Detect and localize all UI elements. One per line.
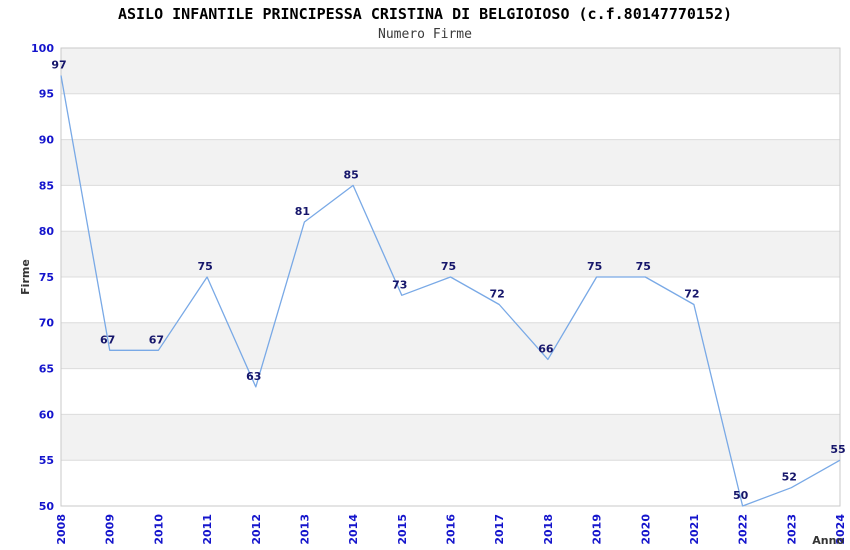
value-label: 52 [782, 471, 797, 484]
value-label: 81 [295, 205, 310, 218]
chart-subtitle: Numero Firme [378, 27, 472, 42]
x-tick-label: 2010 [152, 514, 165, 545]
value-label: 67 [149, 333, 164, 346]
series-line [60, 75, 841, 507]
plot-band [61, 48, 840, 94]
value-label: 85 [343, 168, 358, 181]
y-tick-label: 55 [39, 454, 54, 467]
value-label: 55 [830, 443, 845, 456]
plot-band [61, 414, 840, 461]
y-tick-label: 75 [39, 271, 54, 284]
value-label: 75 [197, 260, 212, 273]
x-axis-title: Anno [812, 534, 844, 547]
x-tick-label: 2008 [55, 514, 68, 545]
y-tick-label: 90 [39, 133, 55, 146]
x-tick-label: 2020 [639, 514, 652, 545]
plot-bands [61, 48, 840, 506]
x-tick-label: 2017 [493, 514, 506, 545]
value-label: 50 [733, 489, 749, 502]
y-tick-label: 50 [39, 500, 55, 513]
x-tick-label: 2014 [347, 514, 360, 545]
value-label: 75 [441, 260, 456, 273]
x-tick-label: 2016 [445, 514, 458, 545]
plot-border [60, 47, 841, 507]
value-label: 75 [636, 260, 651, 273]
series-group [60, 75, 841, 507]
value-label: 67 [100, 333, 115, 346]
value-label: 97 [51, 59, 66, 72]
y-tick-label: 80 [39, 225, 55, 238]
value-label: 66 [538, 342, 554, 355]
plot-band [61, 460, 840, 506]
plot-band [61, 185, 840, 232]
plot-band [61, 93, 840, 140]
value-label: 73 [392, 278, 407, 291]
y-axis-title: Firme [19, 259, 32, 295]
value-label: 63 [246, 370, 261, 383]
x-tick-label: 2013 [298, 514, 311, 545]
x-tick-label: 2015 [396, 514, 409, 545]
plot-band [61, 277, 840, 323]
y-tick-label: 70 [39, 317, 55, 330]
y-tick-label: 65 [39, 362, 54, 375]
value-label: 75 [587, 260, 602, 273]
plot-band [61, 231, 840, 277]
x-tick-label: 2022 [737, 514, 750, 545]
plot-band [61, 368, 840, 415]
x-tick-label: 2018 [542, 514, 555, 545]
x-tick-label: 2023 [785, 514, 798, 545]
value-labels-group: 97 67 67 75 63 81 85 73 75 72 66 75 75 72 50 52 55 [51, 59, 845, 503]
y-tick-label: 60 [39, 408, 55, 421]
y-tick-label: 85 [39, 179, 54, 192]
value-label: 72 [490, 288, 505, 301]
x-tick-label: 2021 [688, 514, 701, 545]
y-axis-ticks: 50 55 60 65 70 75 80 85 90 95 100 [31, 42, 54, 513]
x-axis-ticks: 2008 2009 2010 2011 2012 2013 2014 2015 2016 2017… [55, 514, 847, 545]
x-tick-label: 2019 [591, 514, 604, 545]
y-tick-label: 100 [31, 42, 54, 55]
value-label: 72 [684, 288, 699, 301]
x-tick-label: 2011 [201, 514, 214, 545]
plot-band [61, 139, 840, 186]
plot-band [61, 322, 840, 369]
y-tick-label: 95 [39, 88, 54, 101]
chart-title: ASILO INFANTILE PRINCIPESSA CRISTINA DI … [117, 5, 733, 23]
x-tick-label: 2024 [834, 514, 847, 545]
x-tick-label: 2012 [250, 514, 263, 545]
x-tick-label: 2009 [104, 514, 117, 545]
